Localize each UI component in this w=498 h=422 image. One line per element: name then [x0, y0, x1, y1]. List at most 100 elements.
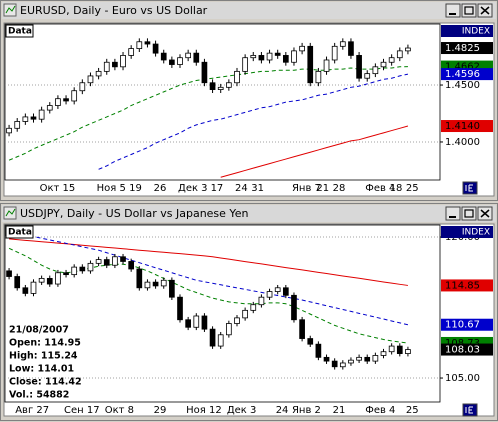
candle-body [266, 291, 273, 298]
candle-body [128, 48, 135, 56]
candle-body [291, 50, 297, 63]
x-tick-label: 17 [211, 183, 224, 194]
candle-body [405, 349, 411, 354]
candle-body [201, 315, 208, 330]
candle-body [38, 109, 45, 120]
candle-body [226, 82, 232, 88]
candle-body [160, 279, 167, 287]
x-tick-label: 31 [251, 183, 264, 194]
minimize-button[interactable] [445, 3, 461, 18]
candle-body [112, 61, 118, 68]
candle-body [356, 356, 362, 361]
candle-body [258, 55, 265, 61]
candle-body [299, 319, 305, 339]
price-label-box [441, 42, 493, 55]
data-label-box [5, 24, 34, 38]
candle-body [380, 351, 387, 356]
candle-body [177, 57, 183, 65]
price-label: 1.4825 [445, 43, 480, 54]
x-tick-label: Дек 3 [178, 183, 208, 194]
candle-body [120, 55, 126, 68]
info-line: Close: 114.42 [9, 377, 82, 388]
candle-body [120, 256, 126, 262]
candle-body [103, 61, 110, 72]
moving-average-line [9, 238, 408, 286]
maximize-button[interactable] [461, 206, 477, 221]
candle-body [348, 359, 354, 364]
candle-body [144, 281, 151, 289]
candle-body [274, 287, 281, 292]
candle-body [372, 66, 379, 75]
x-tick-label: 25 [406, 405, 419, 416]
candle-body [201, 61, 208, 84]
minimize-button[interactable] [445, 206, 461, 221]
price-label: 114.85 [445, 280, 480, 291]
candle-body [79, 82, 86, 92]
candle-body [339, 41, 346, 47]
window-title: USDJPY, Daily - US Dollar vs Japanese Ye… [20, 207, 248, 220]
candle-body [315, 343, 322, 358]
x-tick-label: 18 [390, 183, 403, 194]
price-label: 110.67 [445, 320, 480, 331]
price-label-box [441, 120, 493, 133]
candle-body [331, 360, 338, 368]
candle-body [405, 47, 411, 52]
candle-body [299, 45, 305, 52]
window-icon-glyph [5, 208, 16, 217]
candle-body [242, 57, 248, 72]
candle-body [38, 277, 45, 283]
window-title: EURUSD, Daily - Euro vs US Dollar [20, 4, 208, 17]
moving-average-line [220, 125, 409, 178]
candle-body [71, 266, 78, 276]
candle-body [226, 323, 232, 336]
title-bar [2, 2, 496, 19]
candle-body [356, 55, 362, 79]
candle-body [291, 294, 297, 321]
index-label: INDEX [462, 27, 490, 37]
x-tick-label: 21 [333, 405, 346, 416]
candle-body [169, 59, 175, 65]
x-tick-label: Сен 17 [64, 405, 100, 416]
maximize-button[interactable] [461, 3, 477, 18]
candle-body [331, 45, 338, 61]
candle-body [152, 281, 159, 287]
x-tick-label: 26 [154, 183, 167, 194]
candle-body [152, 43, 159, 54]
x-tick-label: 25 [406, 183, 419, 194]
candle-body [63, 98, 69, 102]
candle-body [71, 90, 78, 102]
window-icon [3, 206, 17, 220]
candle-body [323, 59, 330, 72]
moving-average-line [98, 73, 409, 170]
candle-body [258, 296, 265, 306]
candle-body [193, 52, 200, 63]
x-tick-label: 19 [129, 183, 142, 194]
candle-body [22, 287, 29, 294]
candle-body [79, 266, 86, 272]
x-tick-label: Фев 4 [365, 405, 395, 416]
candle-body [55, 98, 61, 106]
window-icon-glyph [5, 5, 16, 14]
candle-body [22, 116, 29, 122]
price-label: 1.4140 [445, 121, 480, 132]
x-tick-label: 24 [235, 183, 248, 194]
candle-body [217, 86, 224, 90]
price-label-box [441, 318, 493, 331]
candle-body [177, 296, 183, 321]
candle-body [95, 259, 102, 264]
candle-body [6, 127, 12, 134]
candle-body [136, 41, 143, 49]
x-tick-label: Фев 4 [365, 183, 395, 194]
candle-body [364, 73, 371, 79]
candle-body [169, 279, 175, 298]
candle-body [14, 276, 21, 289]
candle-body [209, 82, 216, 90]
candle-body [103, 259, 110, 266]
candle-body [87, 75, 94, 84]
candle-body [348, 41, 354, 56]
candle-body [30, 116, 37, 120]
info-line: Open: 114.95 [9, 338, 81, 349]
candle-body [112, 256, 118, 266]
candle-body [209, 328, 216, 347]
